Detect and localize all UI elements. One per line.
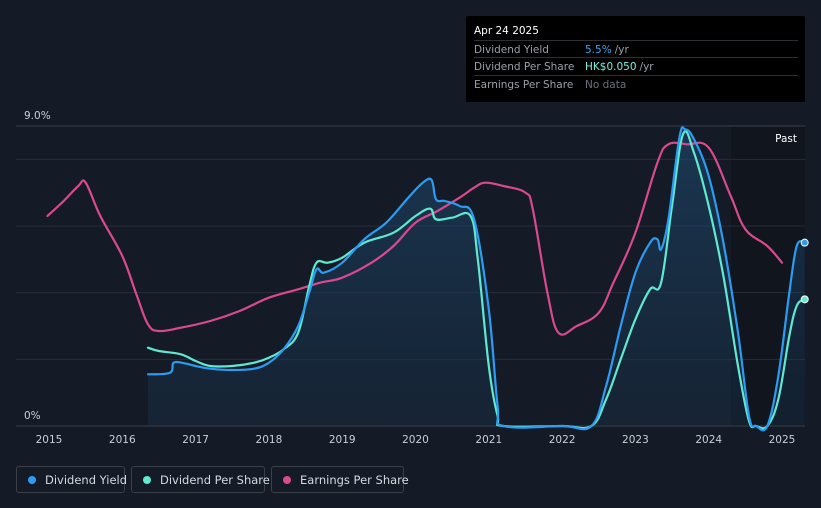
tooltip-row-dividend-per-share: Dividend Per Share HK$0.050/yr (474, 57, 798, 75)
legend-dot-icon (28, 476, 36, 484)
dividend-yield-end-marker (800, 238, 809, 247)
x-tick-label: 2021 (475, 434, 502, 446)
dividend-yield-line (146, 126, 806, 432)
legend-dot-icon (283, 476, 291, 484)
x-tick-label: 2017 (182, 434, 209, 446)
earnings-per-share-line (46, 141, 784, 336)
x-tick-label: 2020 (402, 434, 429, 446)
legend-label: Dividend Yield (45, 473, 128, 487)
dividend-yield-area (148, 127, 805, 431)
tooltip-label: Earnings Per Share (474, 79, 574, 91)
legend-item-dividend-per-share[interactable]: Dividend Per Share (131, 466, 270, 493)
y-tick-label: 9.0% (24, 110, 51, 122)
tooltip-value: HK$0.050/yr (585, 61, 654, 73)
tooltip-row-earnings-per-share: Earnings Per Share No data (474, 75, 798, 93)
tooltip-value: No data (585, 79, 627, 91)
dividend-per-share-line (146, 130, 806, 430)
dividend-per-share-end-marker (800, 295, 809, 304)
x-tick-label: 2016 (109, 434, 136, 446)
y-tick-label: 0% (24, 410, 41, 422)
past-label: Past (775, 133, 797, 145)
x-tick-label: 2025 (769, 434, 796, 446)
x-tick-label: 2024 (695, 434, 722, 446)
tooltip-label: Dividend Yield (474, 44, 549, 56)
legend-label: Earnings Per Share (300, 473, 409, 487)
tooltip-value: 5.5%/yr (585, 44, 629, 56)
x-tick-label: 2019 (329, 434, 356, 446)
legend-dot-icon (143, 476, 151, 484)
tooltip-label: Dividend Per Share (474, 61, 575, 73)
x-tick-label: 2023 (622, 434, 649, 446)
legend-item-dividend-yield[interactable]: Dividend Yield (16, 466, 128, 493)
tooltip-row-dividend-yield: Dividend Yield 5.5%/yr (474, 40, 798, 58)
legend-item-earnings-per-share[interactable]: Earnings Per Share (271, 466, 409, 493)
tooltip-date: Apr 24 2025 (474, 25, 539, 37)
tooltip-panel: Apr 24 2025 Dividend Yield 5.5%/yr Divid… (466, 16, 805, 102)
x-tick-label: 2022 (549, 434, 576, 446)
x-tick-label: 2015 (36, 434, 63, 446)
x-tick-label: 2018 (256, 434, 283, 446)
legend-label: Dividend Per Share (160, 473, 270, 487)
